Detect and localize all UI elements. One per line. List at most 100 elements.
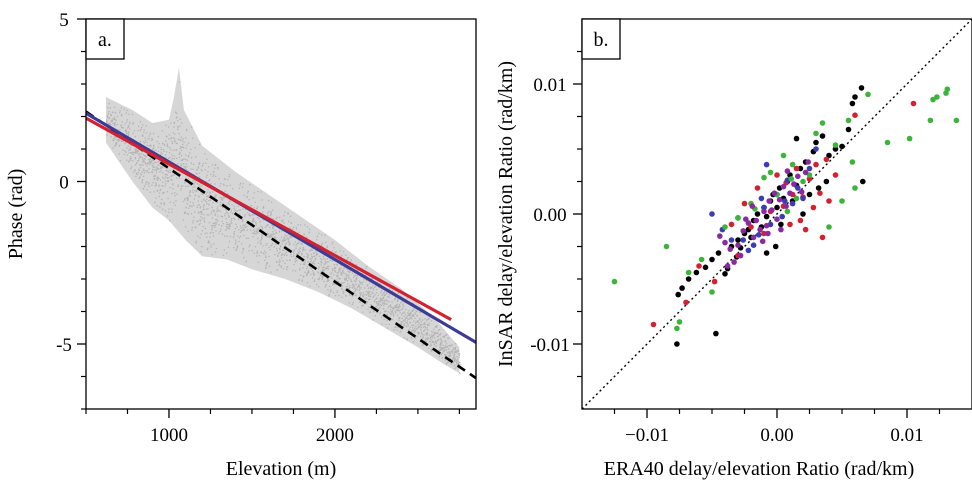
panel-b-label: b. bbox=[594, 29, 609, 51]
point-cloud-dot bbox=[424, 328, 426, 331]
point-cloud-dot bbox=[424, 340, 426, 342]
point-cloud-dot bbox=[171, 208, 173, 210]
point-cloud-dot bbox=[275, 231, 277, 233]
point-cloud-dot bbox=[325, 262, 327, 264]
point-cloud-dot bbox=[226, 226, 229, 228]
point-cloud-dot bbox=[336, 291, 338, 294]
point-cloud-dot bbox=[367, 287, 370, 290]
point-cloud-dot bbox=[359, 301, 361, 303]
point-cloud-dot bbox=[446, 346, 448, 348]
point-cloud-dot bbox=[188, 194, 190, 197]
point-cloud-dot bbox=[204, 153, 206, 155]
scatter-point bbox=[776, 196, 783, 203]
point-cloud-dot bbox=[306, 282, 309, 284]
point-cloud-dot bbox=[119, 160, 122, 162]
point-cloud-dot bbox=[309, 258, 311, 260]
point-cloud-dot bbox=[185, 185, 187, 188]
point-cloud-dot bbox=[432, 335, 435, 337]
point-cloud-dot bbox=[326, 267, 328, 269]
scatter-point bbox=[819, 133, 826, 139]
point-cloud-dot bbox=[162, 185, 164, 187]
x-tick-label: −0.01 bbox=[625, 425, 669, 446]
point-cloud-dot bbox=[170, 179, 172, 181]
point-cloud-dot bbox=[374, 294, 376, 296]
point-cloud-dot bbox=[308, 228, 311, 231]
point-cloud-dot bbox=[304, 271, 306, 273]
point-cloud-dot bbox=[237, 235, 239, 237]
point-cloud-dot bbox=[119, 112, 121, 114]
point-cloud-dot bbox=[342, 269, 344, 271]
point-cloud-dot bbox=[411, 315, 413, 317]
point-cloud-dot bbox=[224, 213, 227, 215]
point-cloud-dot bbox=[456, 355, 458, 358]
point-cloud-dot bbox=[201, 193, 204, 196]
point-cloud-dot bbox=[398, 317, 400, 320]
point-cloud-dot bbox=[261, 227, 264, 230]
point-cloud-dot bbox=[356, 269, 358, 271]
point-cloud-dot bbox=[313, 274, 315, 276]
point-cloud-dot bbox=[143, 157, 145, 160]
point-cloud-dot bbox=[196, 173, 198, 175]
point-cloud-dot bbox=[129, 123, 131, 125]
point-cloud-dot bbox=[228, 176, 230, 178]
point-cloud-dot bbox=[283, 237, 285, 240]
point-cloud-dot bbox=[411, 318, 413, 320]
point-cloud-dot bbox=[117, 140, 120, 142]
point-cloud-dot bbox=[113, 122, 116, 125]
point-cloud-dot bbox=[386, 292, 388, 294]
point-cloud-dot bbox=[218, 178, 220, 180]
point-cloud-dot bbox=[439, 346, 441, 348]
point-cloud-dot bbox=[146, 141, 148, 143]
point-cloud-dot bbox=[230, 219, 233, 221]
point-cloud-dot bbox=[412, 314, 415, 317]
point-cloud-dot bbox=[182, 138, 184, 140]
point-cloud-dot bbox=[396, 309, 398, 311]
point-cloud-dot bbox=[160, 203, 162, 205]
point-cloud-dot bbox=[359, 281, 361, 284]
point-cloud-dot bbox=[347, 274, 349, 277]
point-cloud-dot bbox=[340, 255, 343, 257]
point-cloud-dot bbox=[319, 272, 322, 274]
point-cloud-dot bbox=[163, 191, 165, 194]
scatter-point bbox=[791, 181, 797, 187]
scatter-point bbox=[780, 152, 787, 159]
point-cloud-dot bbox=[406, 320, 408, 322]
point-cloud-dot bbox=[256, 255, 258, 257]
point-cloud-dot bbox=[163, 144, 166, 146]
point-cloud-dot bbox=[176, 193, 178, 195]
point-cloud-dot bbox=[298, 279, 300, 281]
point-cloud-dot bbox=[217, 215, 219, 217]
point-cloud-dot bbox=[189, 190, 191, 192]
point-cloud-dot bbox=[396, 329, 398, 331]
point-cloud-dot bbox=[409, 317, 411, 320]
point-cloud-dot bbox=[406, 322, 408, 324]
point-cloud-dot bbox=[348, 274, 350, 276]
point-cloud-dot bbox=[107, 116, 109, 119]
point-cloud-dot bbox=[229, 200, 231, 203]
point-cloud-dot bbox=[204, 232, 206, 235]
point-cloud-dot bbox=[310, 249, 313, 251]
scatter-point bbox=[849, 159, 856, 165]
scatter-point bbox=[865, 91, 871, 98]
point-cloud-dot bbox=[345, 295, 347, 297]
point-cloud-dot bbox=[247, 212, 249, 214]
scatter-point bbox=[685, 269, 692, 276]
point-cloud-dot bbox=[346, 268, 348, 270]
point-cloud-dot bbox=[315, 255, 318, 257]
point-cloud-dot bbox=[304, 263, 306, 266]
point-cloud-dot bbox=[414, 329, 417, 332]
point-cloud-dot bbox=[407, 323, 409, 325]
point-cloud-dot bbox=[336, 290, 338, 292]
point-cloud-dot bbox=[361, 283, 364, 286]
point-cloud-dot bbox=[210, 225, 213, 227]
point-cloud-dot bbox=[424, 318, 426, 320]
point-cloud-dot bbox=[403, 319, 405, 321]
point-cloud-dot bbox=[281, 220, 284, 223]
point-cloud-dot bbox=[426, 324, 428, 326]
point-cloud-dot bbox=[234, 218, 236, 221]
scatter-point bbox=[743, 216, 749, 222]
point-cloud-dot bbox=[265, 252, 267, 254]
point-cloud-dot bbox=[228, 227, 230, 230]
point-cloud-dot bbox=[124, 130, 127, 132]
